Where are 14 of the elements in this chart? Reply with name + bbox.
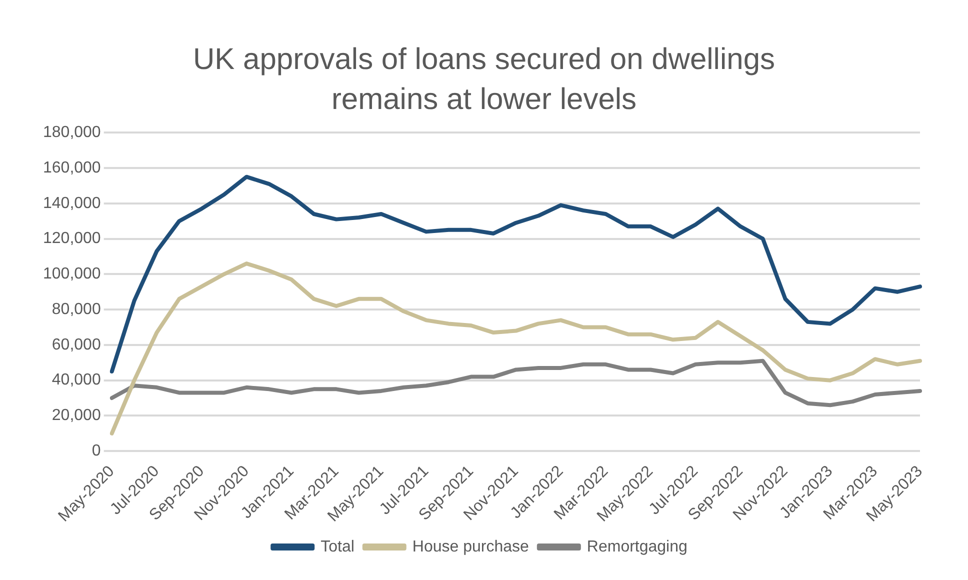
- y-tick-label: 100,000: [42, 266, 101, 283]
- legend-label: House purchase: [412, 538, 530, 556]
- legend-label: Remortgaging: [586, 538, 688, 556]
- y-tick-label: 140,000: [42, 194, 101, 212]
- chart-title: UK approvals of loans secured on dwellings remains at lower levels: [192, 42, 776, 118]
- y-tick-label: 80,000: [52, 300, 101, 318]
- y-tick-label: 0: [92, 442, 101, 460]
- y-tick-label: 60,000: [52, 336, 101, 354]
- legend-label: Total: [320, 538, 354, 556]
- y-tick-label: 160,000: [42, 159, 101, 176]
- y-tick-label: 40,000: [52, 372, 101, 389]
- y-tick-label: 120,000: [42, 230, 101, 248]
- y-tick-label: 180,000: [42, 124, 101, 142]
- y-tick-label: 20,000: [52, 407, 101, 424]
